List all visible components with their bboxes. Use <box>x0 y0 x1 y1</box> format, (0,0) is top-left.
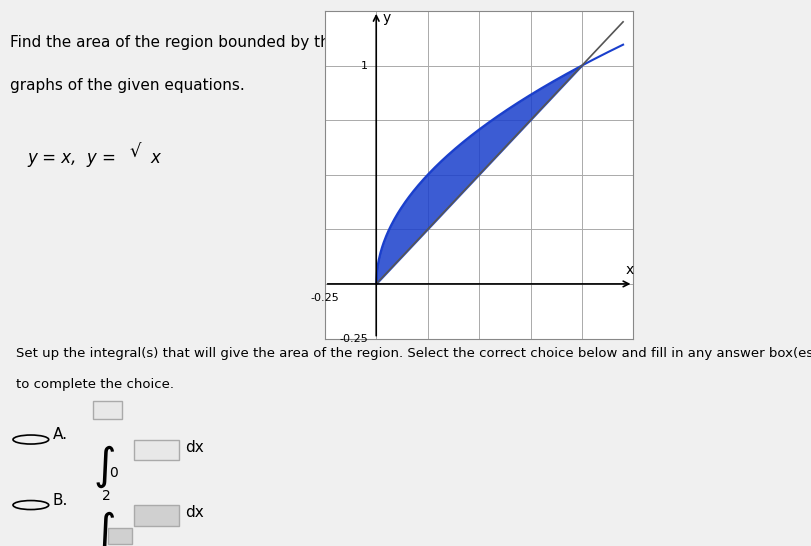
Text: graphs of the given equations.: graphs of the given equations. <box>11 78 245 93</box>
Text: B.: B. <box>53 492 68 508</box>
FancyBboxPatch shape <box>134 505 178 525</box>
Text: -0.25: -0.25 <box>339 334 367 343</box>
Text: dx: dx <box>185 505 204 520</box>
Text: $\int$: $\int$ <box>93 443 115 490</box>
Text: $\int$: $\int$ <box>93 509 115 546</box>
Text: x: x <box>624 263 633 277</box>
Text: A.: A. <box>53 427 67 442</box>
FancyBboxPatch shape <box>108 527 132 544</box>
Text: √: √ <box>130 143 141 161</box>
Text: Find the area of the region bounded by the: Find the area of the region bounded by t… <box>11 35 339 50</box>
Text: x: x <box>150 149 160 167</box>
Text: 0: 0 <box>109 466 118 480</box>
Text: y: y <box>382 11 390 25</box>
Text: 1: 1 <box>361 61 367 70</box>
FancyBboxPatch shape <box>93 401 122 419</box>
FancyBboxPatch shape <box>134 440 178 460</box>
Text: y = x,  y =: y = x, y = <box>28 149 122 167</box>
Text: to complete the choice.: to complete the choice. <box>16 378 174 391</box>
Text: Set up the integral(s) that will give the area of the region. Select the correct: Set up the integral(s) that will give th… <box>16 347 811 360</box>
Text: 2: 2 <box>102 489 111 503</box>
Text: dx: dx <box>185 440 204 454</box>
Text: -0.25: -0.25 <box>310 293 339 302</box>
